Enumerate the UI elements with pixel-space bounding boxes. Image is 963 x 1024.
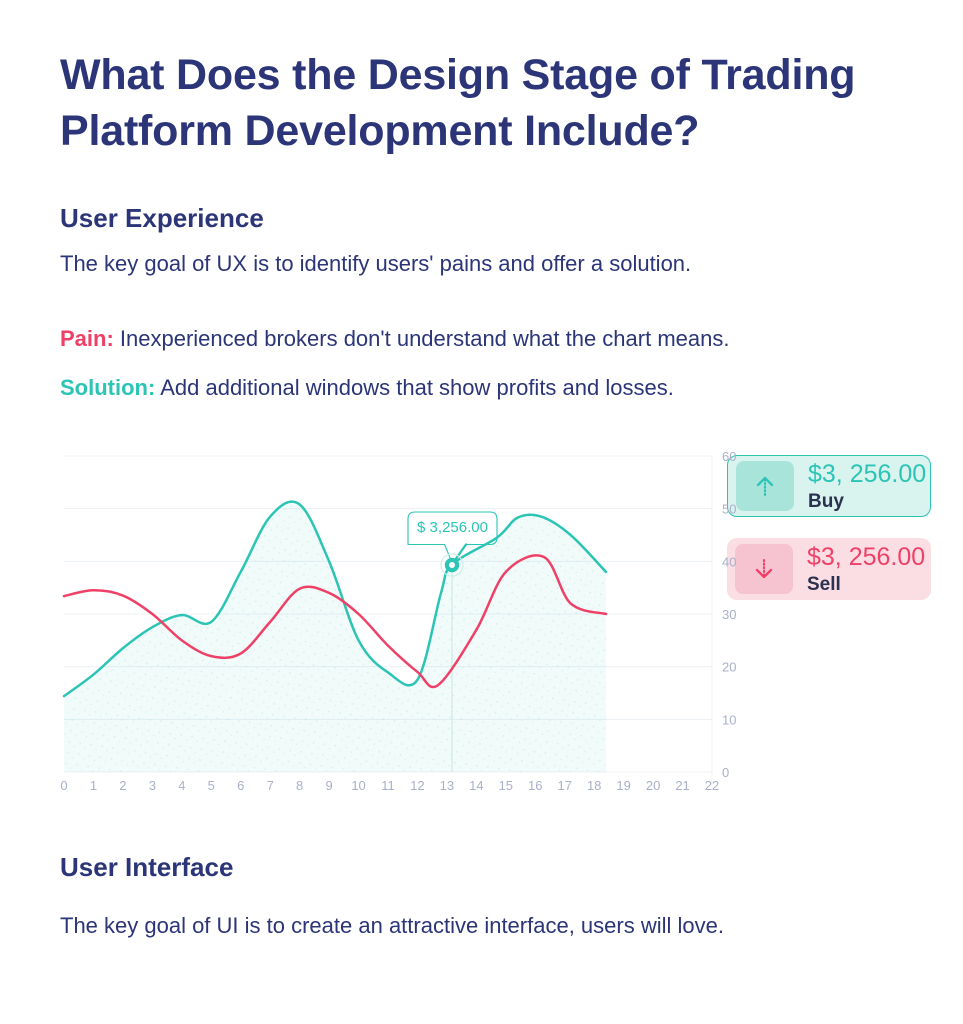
svg-text:17: 17 xyxy=(557,778,571,793)
svg-text:7: 7 xyxy=(267,778,274,793)
svg-text:20: 20 xyxy=(646,778,660,793)
svg-text:0: 0 xyxy=(722,765,729,780)
svg-text:40: 40 xyxy=(722,554,736,569)
svg-text:12: 12 xyxy=(410,778,424,793)
svg-text:8: 8 xyxy=(296,778,303,793)
svg-text:60: 60 xyxy=(722,449,736,464)
svg-text:16: 16 xyxy=(528,778,542,793)
svg-text:11: 11 xyxy=(381,778,395,793)
svg-text:10: 10 xyxy=(351,778,365,793)
svg-text:20: 20 xyxy=(722,660,736,675)
svg-text:3: 3 xyxy=(149,778,156,793)
svg-text:15: 15 xyxy=(499,778,513,793)
svg-text:10: 10 xyxy=(722,712,736,727)
svg-text:19: 19 xyxy=(616,778,630,793)
svg-text:50: 50 xyxy=(722,502,736,517)
svg-text:2: 2 xyxy=(119,778,126,793)
svg-text:21: 21 xyxy=(675,778,689,793)
svg-text:18: 18 xyxy=(587,778,601,793)
svg-text:6: 6 xyxy=(237,778,244,793)
svg-text:30: 30 xyxy=(722,607,736,622)
svg-text:4: 4 xyxy=(178,778,185,793)
svg-text:14: 14 xyxy=(469,778,483,793)
svg-text:9: 9 xyxy=(325,778,332,793)
svg-text:22: 22 xyxy=(705,778,719,793)
svg-text:1: 1 xyxy=(90,778,97,793)
svg-text:5: 5 xyxy=(208,778,215,793)
svg-text:13: 13 xyxy=(440,778,454,793)
svg-text:0: 0 xyxy=(60,778,67,793)
